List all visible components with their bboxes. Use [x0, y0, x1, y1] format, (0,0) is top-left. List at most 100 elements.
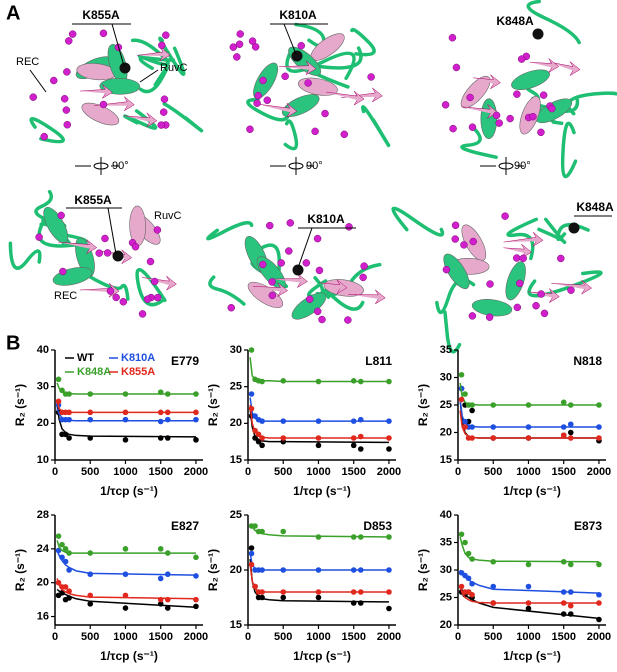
- ribbon: [560, 121, 578, 178]
- data-point: [164, 435, 171, 441]
- residue-sphere: [540, 309, 549, 318]
- data-point: [386, 534, 392, 540]
- data-point: [259, 442, 265, 449]
- data-point: [66, 416, 72, 423]
- x-tick-label: 1500: [551, 466, 575, 478]
- data-point: [490, 558, 497, 565]
- residue-sphere: [63, 120, 72, 129]
- strand: [319, 279, 348, 294]
- residue-sphere: [367, 73, 375, 81]
- rotation-label: 90°: [112, 160, 129, 172]
- ribbon: [531, 96, 564, 126]
- fit-line: [459, 569, 599, 594]
- data-point: [122, 437, 129, 443]
- ribbon: [460, 125, 498, 159]
- data-point: [62, 431, 69, 438]
- data-point: [259, 378, 265, 385]
- data-point: [567, 435, 574, 441]
- data-point: [248, 561, 255, 568]
- data-point: [87, 592, 94, 599]
- data-point: [164, 571, 171, 578]
- data-point: [280, 418, 287, 424]
- fit-line: [459, 410, 599, 439]
- data-point: [567, 589, 574, 595]
- data-point: [193, 603, 199, 610]
- strand: [136, 46, 171, 62]
- y-tick-label: 10: [37, 454, 49, 466]
- data-point: [596, 561, 602, 568]
- data-point: [386, 589, 392, 595]
- data-point: [357, 534, 364, 540]
- data-point: [87, 601, 94, 607]
- data-point: [122, 416, 129, 423]
- x-tick-label: 1000: [113, 631, 137, 643]
- data-point: [193, 573, 199, 579]
- residue-sphere: [286, 219, 295, 227]
- mutation-label: K810A: [307, 212, 345, 226]
- data-point: [350, 600, 357, 606]
- strand: [340, 87, 383, 103]
- data-point: [596, 600, 602, 606]
- residue-sphere: [254, 91, 263, 100]
- residue-sphere: [452, 63, 461, 72]
- residue-sphere: [529, 112, 537, 121]
- data-point: [193, 409, 199, 416]
- residue-sphere: [266, 221, 274, 230]
- residue-sphere: [227, 303, 236, 312]
- strand: [123, 112, 158, 128]
- strand: [79, 283, 120, 298]
- x-axis-label: 1/τcp (s⁻¹): [503, 649, 561, 663]
- x-tick-label: 1000: [306, 466, 330, 478]
- y-tick-label: 20: [440, 426, 452, 438]
- data-point: [87, 571, 94, 578]
- data-point: [567, 429, 574, 436]
- data-point: [525, 435, 532, 441]
- strand: [473, 74, 501, 89]
- data-point: [357, 433, 364, 440]
- x-tick-label: 2000: [377, 631, 401, 643]
- ribbon: [285, 51, 356, 80]
- data-point: [350, 442, 357, 449]
- data-point: [55, 398, 62, 405]
- panel-label: A: [6, 2, 20, 24]
- residue-sphere: [468, 123, 477, 131]
- residue-sphere: [305, 295, 314, 303]
- chart-title: E873: [574, 519, 602, 533]
- data-point: [462, 424, 468, 430]
- residue-sphere: [259, 260, 267, 269]
- residue-sphere: [285, 247, 293, 255]
- residue-sphere: [311, 127, 319, 136]
- data-point: [462, 391, 468, 397]
- data-point: [87, 550, 94, 556]
- y-tick-label: 20: [37, 417, 49, 429]
- y-tick-label: 24: [37, 543, 50, 555]
- data-point: [490, 402, 497, 408]
- mutation-label: K855A: [82, 8, 120, 22]
- strand: [549, 61, 581, 76]
- residue-sphere: [63, 68, 71, 76]
- strand: [252, 282, 288, 297]
- strand: [279, 60, 317, 76]
- residue-sphere: [146, 257, 155, 266]
- ribbon: [158, 36, 186, 76]
- data-point: [259, 567, 265, 573]
- residue-sphere: [318, 315, 326, 324]
- mutation-site: [292, 264, 304, 276]
- residue-sphere: [253, 99, 261, 107]
- residue-sphere: [131, 242, 140, 251]
- residue-sphere: [159, 108, 168, 116]
- y-tick-label: 25: [440, 591, 452, 603]
- data-point: [193, 437, 199, 443]
- residue-sphere: [486, 280, 494, 288]
- data-point: [259, 528, 265, 535]
- x-tick-label: 500: [484, 631, 502, 643]
- residue-sphere: [297, 41, 306, 50]
- residue-sphere: [153, 293, 162, 302]
- data-point: [252, 413, 258, 419]
- data-point: [66, 409, 72, 416]
- data-point: [350, 534, 357, 540]
- residue-sphere: [344, 316, 352, 324]
- strand: [58, 239, 98, 254]
- data-point: [462, 418, 468, 425]
